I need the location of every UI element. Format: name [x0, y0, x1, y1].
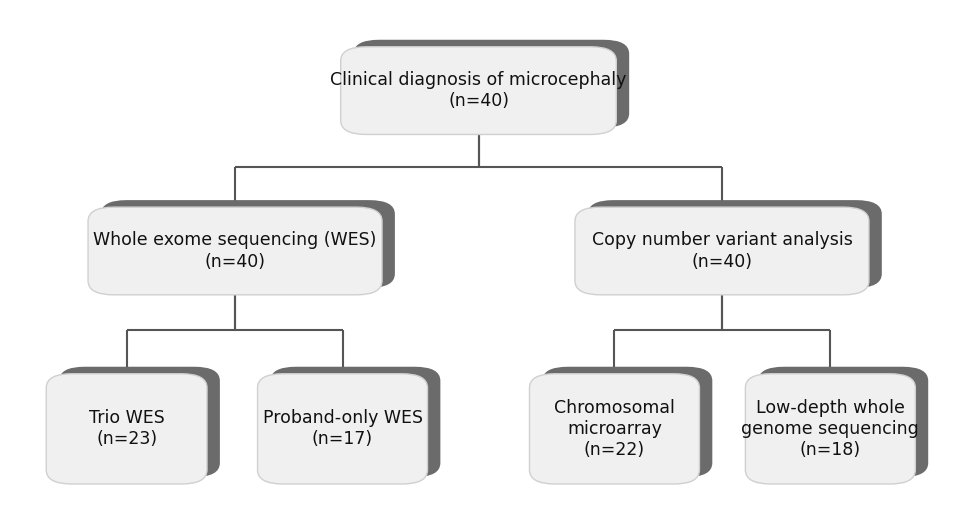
FancyBboxPatch shape: [88, 207, 382, 295]
FancyBboxPatch shape: [353, 40, 629, 127]
FancyBboxPatch shape: [746, 374, 915, 484]
Text: Clinical diagnosis of microcephaly: Clinical diagnosis of microcephaly: [330, 71, 627, 89]
Text: Copy number variant analysis: Copy number variant analysis: [591, 231, 853, 250]
FancyBboxPatch shape: [575, 207, 869, 295]
Text: Trio WES: Trio WES: [89, 409, 165, 428]
Text: (n=17): (n=17): [312, 431, 373, 448]
Text: Proband-only WES: Proband-only WES: [262, 409, 423, 428]
Text: (n=40): (n=40): [448, 92, 509, 110]
FancyBboxPatch shape: [341, 47, 616, 135]
FancyBboxPatch shape: [758, 367, 928, 477]
Text: (n=18): (n=18): [800, 441, 861, 459]
FancyBboxPatch shape: [529, 374, 700, 484]
FancyBboxPatch shape: [588, 200, 881, 288]
Text: Low-depth whole: Low-depth whole: [756, 399, 904, 417]
FancyBboxPatch shape: [46, 374, 207, 484]
Text: genome sequencing: genome sequencing: [742, 420, 920, 438]
Text: microarray: microarray: [568, 420, 662, 438]
Text: Whole exome sequencing (WES): Whole exome sequencing (WES): [94, 231, 377, 250]
Text: (n=22): (n=22): [584, 441, 645, 459]
Text: Chromosomal: Chromosomal: [554, 399, 675, 417]
Text: (n=40): (n=40): [205, 253, 265, 270]
FancyBboxPatch shape: [257, 374, 428, 484]
Text: (n=40): (n=40): [692, 253, 752, 270]
Text: (n=23): (n=23): [96, 431, 157, 448]
FancyBboxPatch shape: [271, 367, 440, 477]
FancyBboxPatch shape: [59, 367, 220, 477]
FancyBboxPatch shape: [543, 367, 712, 477]
FancyBboxPatch shape: [100, 200, 395, 288]
